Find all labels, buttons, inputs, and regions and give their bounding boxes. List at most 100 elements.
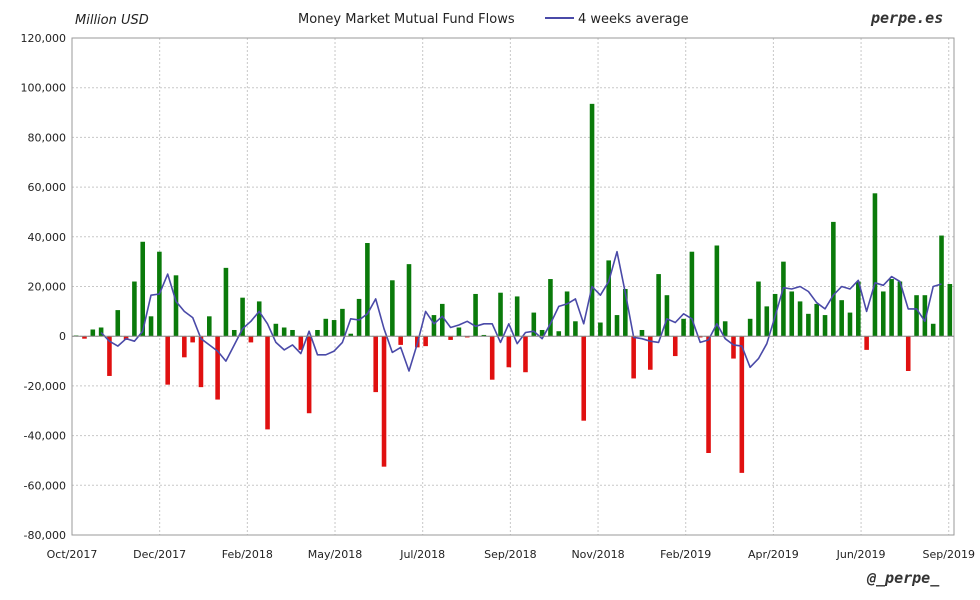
bar-inflow [115, 310, 121, 337]
bar-inflow [847, 312, 853, 337]
bar-outflow [706, 336, 711, 453]
bar-inflow [656, 274, 661, 337]
x-tick-label: Feb/2018 [222, 548, 273, 561]
average-line-series [100, 250, 942, 372]
bar-outflow [423, 336, 428, 347]
bar-outflow [107, 336, 112, 376]
legend-label-average: 4 weeks average [578, 12, 689, 27]
bar-inflow [689, 251, 695, 337]
bar-inflow [365, 243, 370, 337]
brand-top: perpe.es [870, 9, 943, 27]
bar-outflow [82, 336, 87, 339]
bar-inflow [539, 329, 545, 337]
chart-title: Money Market Mutual Fund Flows [298, 12, 515, 27]
bar-outflow [448, 336, 453, 340]
bar-outflow [182, 336, 187, 358]
axes: -80,000 -60,000 -40,000 -20,000 0 20,000 40,00… [21, 32, 975, 561]
bar-inflow [939, 235, 944, 337]
bar-outflow [190, 336, 195, 343]
bar-outflow [905, 336, 911, 371]
bar-outflow [864, 336, 869, 350]
y-tick-label: 60,000 [28, 181, 67, 194]
bar-inflow [481, 334, 487, 337]
x-tick-label: Apr/2019 [748, 548, 799, 561]
bar-inflow [498, 292, 503, 337]
bar-inflow [90, 329, 96, 337]
bar-outflow [265, 336, 270, 430]
bar-inflow [573, 321, 578, 337]
bar-inflow [406, 264, 412, 337]
bar-inflow [930, 323, 936, 337]
bar-outflow [398, 336, 403, 345]
y-tick-label: 80,000 [28, 131, 67, 144]
y-tick-label: -40,000 [24, 430, 66, 443]
bar-outflow [489, 336, 495, 380]
bar-outflow [248, 336, 254, 343]
bar-outflow [198, 336, 204, 388]
bar-outflow [731, 336, 736, 359]
bar-outflow [165, 336, 170, 385]
bar-inflow [897, 281, 903, 337]
bar-inflow [839, 300, 844, 337]
bar-inflow [140, 241, 146, 337]
bar-inflow [315, 329, 320, 337]
bar-inflow [681, 318, 686, 337]
y-tick-label: -60,000 [24, 479, 66, 492]
x-tick-label: Feb/2019 [660, 548, 711, 561]
bar-inflow [598, 322, 603, 337]
bar-inflow [240, 297, 245, 337]
bar-inflow [831, 221, 836, 337]
bar-inflow [589, 103, 595, 337]
bar-inflow [714, 245, 720, 337]
bar-inflow [390, 280, 395, 337]
x-tick-label: Sep/2018 [484, 548, 536, 561]
y-tick-label: 100,000 [21, 82, 67, 95]
bar-inflow [814, 303, 819, 337]
bar-inflow [623, 288, 628, 337]
x-tick-label: Dec/2017 [133, 548, 186, 561]
bar-inflow [514, 296, 520, 337]
bar-outflow [298, 336, 304, 350]
bar-inflow [880, 291, 886, 337]
bar-inflow [473, 293, 478, 337]
x-tick-label: Sep/2019 [923, 548, 975, 561]
bar-outflow [506, 336, 512, 368]
y-tick-label: -20,000 [24, 380, 66, 393]
bar-inflow [947, 284, 953, 337]
bar-inflow [914, 295, 919, 337]
bar-inflow [173, 275, 179, 337]
bar-inflow [281, 327, 287, 337]
bar-inflow [456, 327, 462, 337]
x-tick-label: Oct/2017 [47, 548, 98, 561]
bar-inflow [806, 313, 811, 337]
bar-inflow [756, 281, 761, 337]
y-tick-label: 0 [59, 330, 66, 343]
bar-inflow [822, 315, 828, 337]
bar-outflow [215, 336, 220, 400]
bar-outflow [306, 336, 312, 414]
bar-inflow [207, 316, 212, 337]
bar-outflow [381, 336, 387, 467]
bar-outflow [631, 336, 636, 379]
bar-inflow [722, 321, 728, 337]
bar-inflow [747, 318, 753, 337]
bar-inflow [290, 329, 295, 337]
bar-outflow [523, 336, 528, 373]
bar-inflow [356, 298, 362, 337]
bar-inflow [273, 323, 279, 337]
bar-inflow [664, 295, 670, 337]
bar-inflow [764, 306, 770, 337]
bar-inflow [256, 301, 262, 337]
bar-inflow [132, 281, 137, 337]
bar-inflow [431, 315, 437, 337]
bar-inflow [781, 261, 786, 337]
bar-outflow [464, 336, 470, 338]
y-tick-label: 120,000 [21, 32, 67, 45]
bar-inflow [922, 295, 928, 337]
bar-inflow [348, 333, 354, 337]
bar-inflow [223, 267, 229, 337]
bar-inflow [564, 291, 570, 337]
bar-inflow [531, 312, 537, 337]
y-tick-label: 40,000 [28, 231, 67, 244]
